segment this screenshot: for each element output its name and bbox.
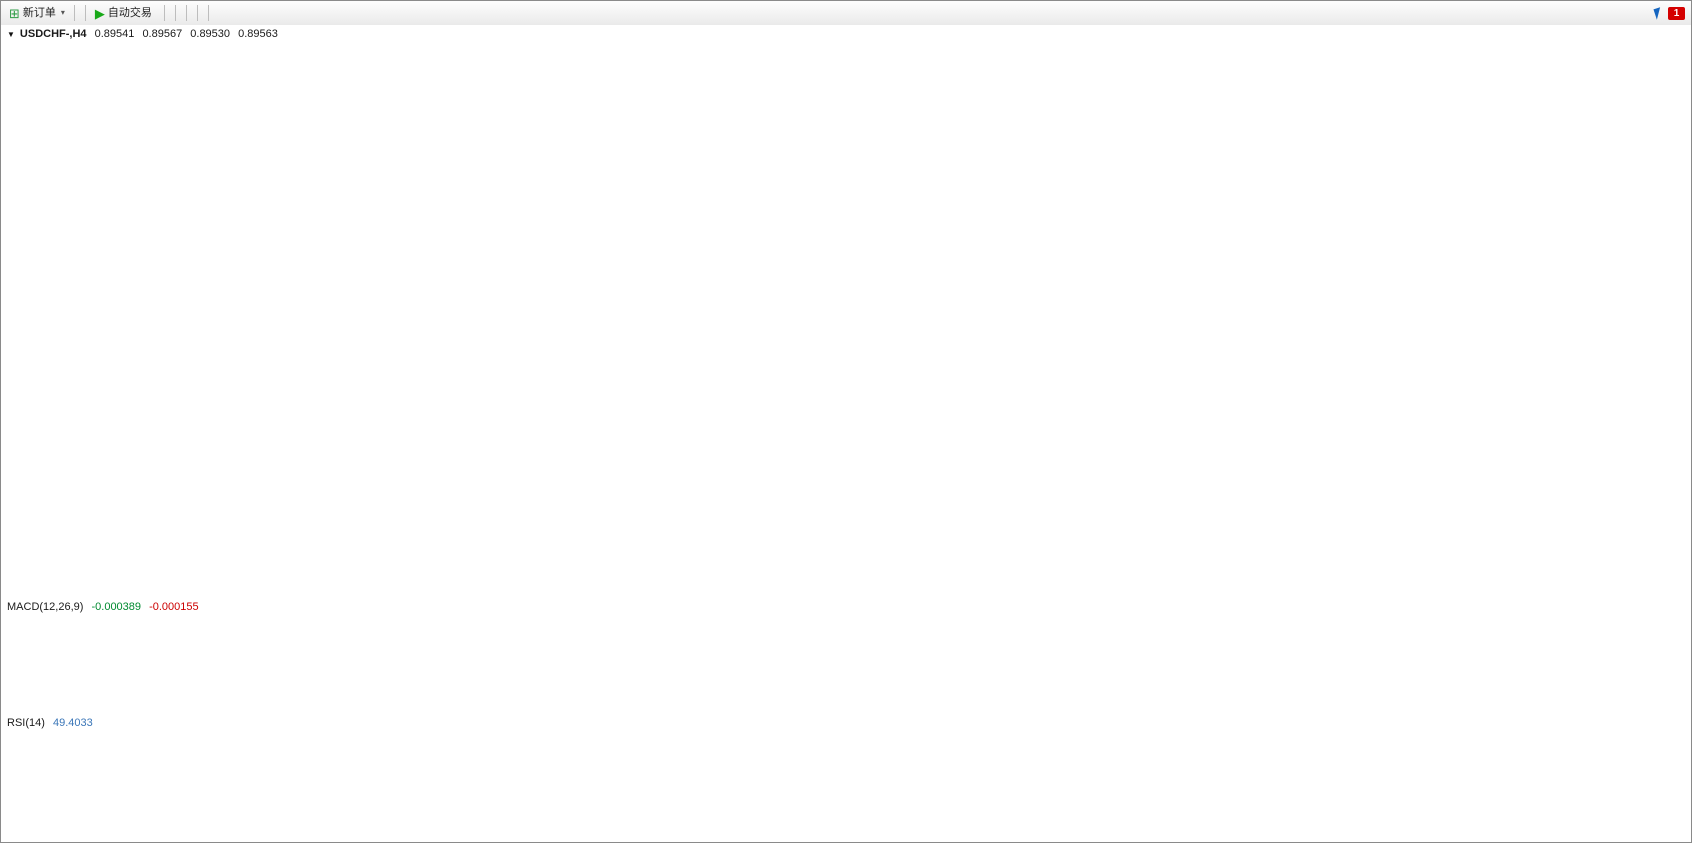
toolbar: ⊞ 新订单 ▾ ▶ 自动交易 1: [1, 1, 1691, 26]
toolbar-separator: [185, 5, 187, 21]
toolbar-separator: [163, 5, 165, 21]
toolbar-right: 1: [1653, 6, 1687, 20]
notification-badge[interactable]: 1: [1668, 6, 1685, 20]
new-order-label: 新订单: [22, 6, 56, 19]
autotrading-play-icon: ▶: [94, 5, 105, 21]
autotrading-button[interactable]: ▶ 自动交易: [91, 2, 159, 24]
autotrading-label: 自动交易: [107, 6, 152, 19]
toolbar-separator: [174, 5, 176, 21]
toolbar-separator: [84, 5, 86, 21]
toolbar-separator: [196, 5, 198, 21]
toolbar-separator: [207, 5, 209, 21]
new-order-button[interactable]: ⊞ 新订单 ▾: [5, 2, 69, 24]
chart-canvas[interactable]: [1, 25, 1692, 843]
new-order-icon: ⊞: [9, 5, 20, 21]
pointer-icon[interactable]: [1653, 6, 1664, 20]
chevron-down-icon: ▾: [60, 8, 65, 17]
toolbar-separator: [73, 5, 75, 21]
